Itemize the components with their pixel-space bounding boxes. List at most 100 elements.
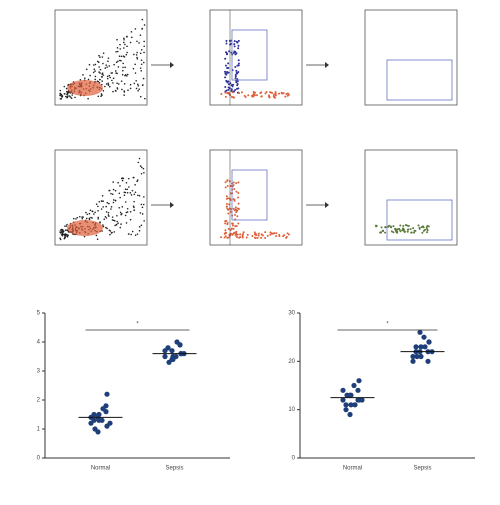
event-dot	[273, 96, 276, 99]
event-dot	[119, 59, 121, 62]
event-dot	[67, 95, 69, 97]
event-dot	[119, 226, 122, 229]
event-dot	[138, 88, 140, 90]
event-dot	[226, 197, 229, 200]
event-dot	[99, 78, 101, 81]
event-dot	[237, 44, 240, 47]
event-dot	[86, 213, 89, 216]
event-dot	[76, 216, 79, 219]
event-dot	[107, 60, 109, 63]
event-dot	[129, 210, 132, 213]
event-dot	[129, 83, 132, 86]
event-dot	[136, 180, 138, 183]
event-dot	[126, 188, 129, 191]
event-dot	[118, 55, 121, 58]
event-dot	[137, 83, 139, 86]
event-dot	[389, 225, 392, 228]
event-dot	[118, 206, 121, 209]
event-dot	[131, 189, 134, 192]
event-dot	[269, 91, 272, 94]
event-dot	[109, 76, 111, 79]
event-dot	[237, 39, 240, 42]
event-dot	[105, 226, 107, 229]
event-dot	[99, 56, 101, 59]
event-dot	[224, 91, 227, 94]
event-dot	[113, 63, 115, 66]
event-dot	[124, 201, 127, 203]
event-dot	[412, 227, 415, 230]
event-dot	[109, 230, 112, 232]
event-dot	[226, 52, 229, 55]
event-dot	[131, 36, 133, 39]
event-dot	[112, 188, 115, 191]
event-dot	[142, 61, 145, 64]
event-dot	[125, 75, 128, 77]
event-dot	[139, 67, 142, 69]
event-dot	[422, 225, 425, 228]
arrow-head	[170, 62, 174, 68]
y-tick-label: 20	[288, 359, 295, 365]
event-dot	[237, 222, 240, 225]
event-dot	[236, 215, 239, 218]
event-dot	[406, 228, 409, 231]
event-dot	[129, 41, 132, 44]
event-dot	[225, 203, 228, 206]
event-dot	[417, 224, 420, 227]
event-dot	[257, 232, 260, 235]
event-dot	[59, 89, 62, 92]
event-dot	[123, 191, 126, 194]
event-dot	[136, 56, 138, 59]
event-dot	[124, 188, 127, 191]
event-dot	[120, 80, 123, 82]
event-dot	[61, 234, 64, 237]
event-dot	[81, 217, 84, 220]
event-dot	[133, 193, 136, 196]
event-dot	[230, 88, 233, 91]
event-dot	[246, 233, 249, 236]
event-dot	[409, 228, 412, 231]
event-dot	[68, 95, 71, 97]
gate	[231, 169, 268, 221]
event-dot	[220, 93, 223, 96]
event-dot	[59, 231, 61, 233]
event-dot	[142, 203, 145, 206]
event-dot	[413, 231, 416, 234]
event-dot	[71, 94, 74, 96]
gate	[67, 80, 103, 96]
event-dot	[130, 233, 132, 236]
event-dot	[134, 63, 136, 66]
event-dot	[102, 206, 104, 208]
event-dot	[116, 220, 118, 223]
event-dot	[144, 97, 146, 100]
y-tick-label: 0	[37, 456, 41, 462]
event-dot	[97, 210, 99, 212]
event-dot	[102, 89, 105, 92]
event-dot	[94, 78, 97, 81]
event-dot	[235, 87, 238, 90]
event-dot	[255, 234, 258, 237]
event-dot	[399, 224, 402, 227]
event-dot	[128, 186, 130, 188]
event-dot	[401, 227, 404, 230]
event-dot	[252, 93, 255, 96]
data-point	[417, 329, 423, 335]
event-dot	[233, 96, 236, 99]
event-dot	[93, 68, 96, 70]
event-dot	[235, 182, 238, 185]
event-dot	[425, 228, 428, 231]
event-dot	[132, 67, 135, 70]
panel-frame	[209, 149, 303, 246]
event-dot	[231, 85, 234, 88]
event-dot	[122, 62, 124, 65]
event-dot	[131, 230, 134, 233]
event-dot	[235, 211, 238, 214]
event-dot	[129, 192, 132, 194]
event-dot	[275, 235, 278, 238]
event-dot	[140, 63, 143, 66]
panel-frame	[209, 9, 303, 106]
event-dot	[232, 83, 235, 86]
event-dot	[96, 80, 99, 83]
event-dot	[94, 63, 97, 66]
event-dot	[107, 57, 110, 59]
event-dot	[224, 181, 227, 184]
